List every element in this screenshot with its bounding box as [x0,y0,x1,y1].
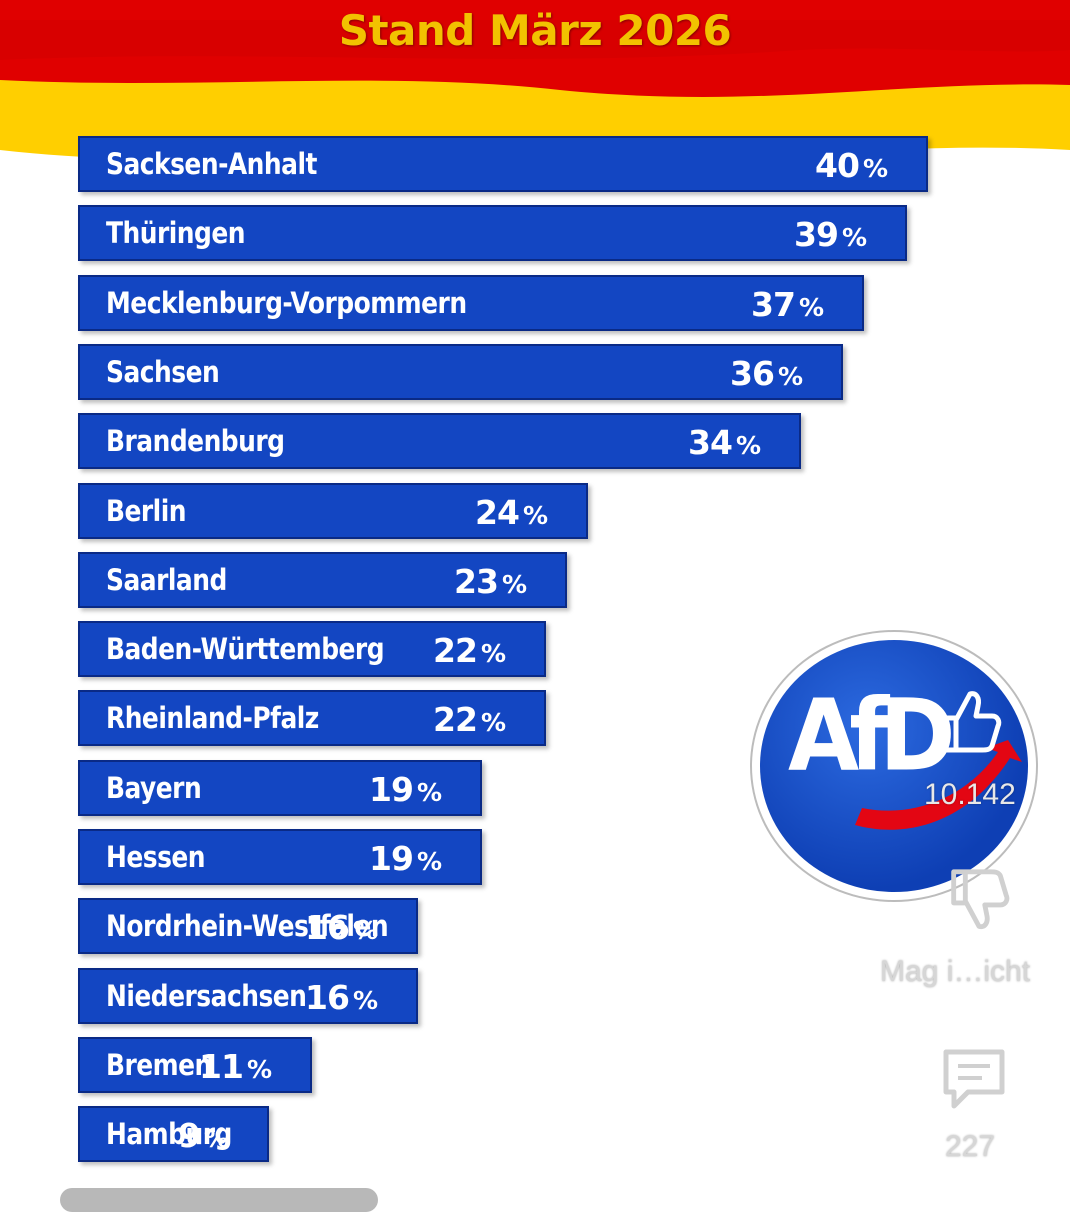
bar-value-number: 19 [369,839,414,878]
bar-value-number: 34 [688,423,733,462]
bar-value-number: 39 [794,215,839,254]
bar-value-unit: % [480,708,506,737]
bar-10: Hessen 19% [78,829,482,885]
bar-5: Berlin 24% [78,483,588,539]
bar-value-unit: % [352,916,378,945]
bar-value-unit: % [416,778,442,807]
logo-disc: AfD [760,640,1028,892]
bar-label: Hamburg [106,1117,232,1151]
bar-3: Sachsen 36% [78,344,843,400]
bar-value-label: 16% [305,968,378,1034]
bar-7: Baden-Württemberg 22% [78,621,546,677]
bar-label: Bremen [106,1048,212,1082]
bar-value-unit: % [841,223,867,252]
bar-label: Sacksen-Anhalt [106,147,317,181]
bottom-handle[interactable] [60,1188,378,1212]
bar-value-number: 22 [433,631,478,670]
thumbs-up-icon[interactable] [932,684,1004,756]
bar-label: Baden-Württemberg [106,632,385,666]
bar-value-label: 34% [688,413,761,479]
bar-8: Rheinland-Pfalz 22% [78,690,546,746]
bar-value-label: 16% [305,898,378,964]
bar-label: Niedersachsen [106,979,307,1013]
bar-value-unit: % [480,639,506,668]
bar-14: Hamburg 9% [78,1106,269,1162]
thumbs-down-icon[interactable] [942,866,1012,936]
bar-value-unit: % [735,431,761,460]
bar-13: Bremen 11% [78,1037,312,1093]
bar-4: Brandenburg 34% [78,413,801,469]
bar-label: Brandenburg [106,424,285,458]
bar-label: Mecklenburg-Vorpommern [106,286,467,320]
bar-value-label: 22% [433,690,506,756]
bar-value-label: 40% [815,136,888,202]
bar-value-label: 39% [794,205,867,271]
afd-logo[interactable]: AfD [752,632,1036,900]
bar-value-unit: % [522,501,548,530]
bar-value-number: 11 [199,1047,244,1086]
bar-6: Saarland 23% [78,552,567,608]
bar-label: Sachsen [106,355,220,389]
bar-label: Nordrhein-Westfalen [106,909,389,943]
bar-value-label: 23% [454,552,527,618]
bar-value-unit: % [352,986,378,1015]
bar-value-number: 9 [177,1116,201,1155]
bar-value-number: 19 [369,770,414,809]
bar-value-label: 19% [369,829,442,895]
bar-value-label: 37% [751,275,824,341]
dislike-label: Mag i…icht [880,955,1031,988]
bar-value-unit: % [501,570,527,599]
bar-value-label: 36% [730,344,803,410]
bar-0: Sacksen-Anhalt 40% [78,136,928,192]
bar-value-unit: % [416,847,442,876]
bar-1: Thüringen 39% [78,205,907,261]
bar-value-unit: % [798,293,824,322]
logo-text: AfD [788,677,956,794]
bar-value-number: 40 [815,146,860,185]
bar-value-label: 9% [178,1106,229,1172]
like-count: 10.142 [924,778,1016,811]
bar-value-number: 24 [475,493,520,532]
bar-value-unit: % [246,1055,272,1084]
comment-icon[interactable] [938,1044,1010,1114]
bar-label: Rheinland-Pfalz [106,701,319,735]
bar-value-label: 19% [369,760,442,826]
bar-label: Saarland [106,563,227,597]
bar-value-unit: % [203,1124,229,1153]
comment-count: 227 [945,1130,996,1163]
logo-swoosh-icon [855,740,1022,830]
bar-label: Bayern [106,771,202,805]
bar-11: Nordrhein-Westfalen 16% [78,898,418,954]
bar-12: Niedersachsen 16% [78,968,418,1024]
bar-value-number: 37 [751,285,796,324]
bar-value-unit: % [862,154,888,183]
bar-label: Thüringen [106,216,246,250]
bar-value-number: 36 [730,354,775,393]
bar-value-label: 11% [199,1037,272,1103]
bar-value-number: 16 [305,908,350,947]
bar-2: Mecklenburg-Vorpommern 37% [78,275,864,331]
bar-9: Bayern 19% [78,760,482,816]
bar-value-label: 24% [475,483,548,549]
bar-value-unit: % [777,362,803,391]
chart-title: Stand März 2026 [338,6,732,55]
bar-label: Berlin [106,494,187,528]
bar-value-number: 22 [433,700,478,739]
bar-value-label: 22% [433,621,506,687]
bar-value-number: 16 [305,978,350,1017]
bar-value-number: 23 [454,562,499,601]
bar-label: Hessen [106,840,206,874]
